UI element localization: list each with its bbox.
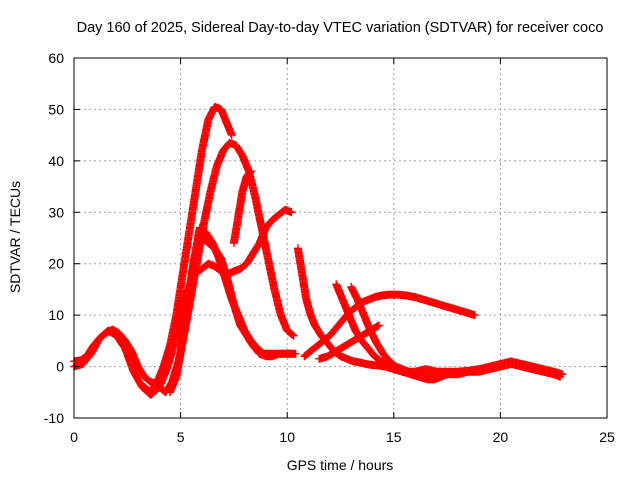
x-tick-label: 0 [70, 429, 78, 445]
y-axis-label: SDTVAR / TECUs [7, 181, 23, 293]
series-arc3 [140, 102, 236, 397]
x-tick-label: 25 [599, 429, 615, 445]
series-arc6 [176, 223, 300, 358]
series-arc12 [315, 321, 383, 363]
series-markers [176, 223, 300, 358]
y-tick-label: 40 [48, 153, 64, 169]
series-markers [432, 360, 565, 381]
series-markers [229, 167, 255, 248]
x-tick-label: 10 [279, 429, 295, 445]
y-tick-label: 30 [48, 204, 64, 220]
series-layer [70, 102, 567, 399]
x-tick-label: 20 [493, 429, 509, 445]
x-tick-label: 5 [177, 429, 185, 445]
y-tick-label: -10 [44, 410, 64, 426]
series-markers [315, 321, 383, 363]
chart-title: Day 160 of 2025, Sidereal Day-to-day VTE… [77, 20, 604, 36]
series-arc14 [432, 360, 565, 381]
x-tick-label: 15 [386, 429, 402, 445]
series-arc9 [300, 290, 479, 361]
y-tick-label: 20 [48, 256, 64, 272]
tick-layer: 0 5 10 15 20 25 -10 0 10 20 30 40 50 60 [44, 50, 615, 445]
plot-frame [73, 57, 608, 419]
y-tick-label: 0 [56, 359, 64, 375]
y-tick-label: 10 [48, 307, 64, 323]
y-tick-label: 60 [48, 50, 64, 66]
y-tick-label: 50 [48, 101, 64, 117]
x-axis-label: GPS time / hours [287, 457, 394, 473]
series-arc7 [229, 167, 255, 248]
series-markers [300, 290, 479, 361]
series-markers [140, 102, 236, 397]
grid-layer [74, 58, 607, 418]
